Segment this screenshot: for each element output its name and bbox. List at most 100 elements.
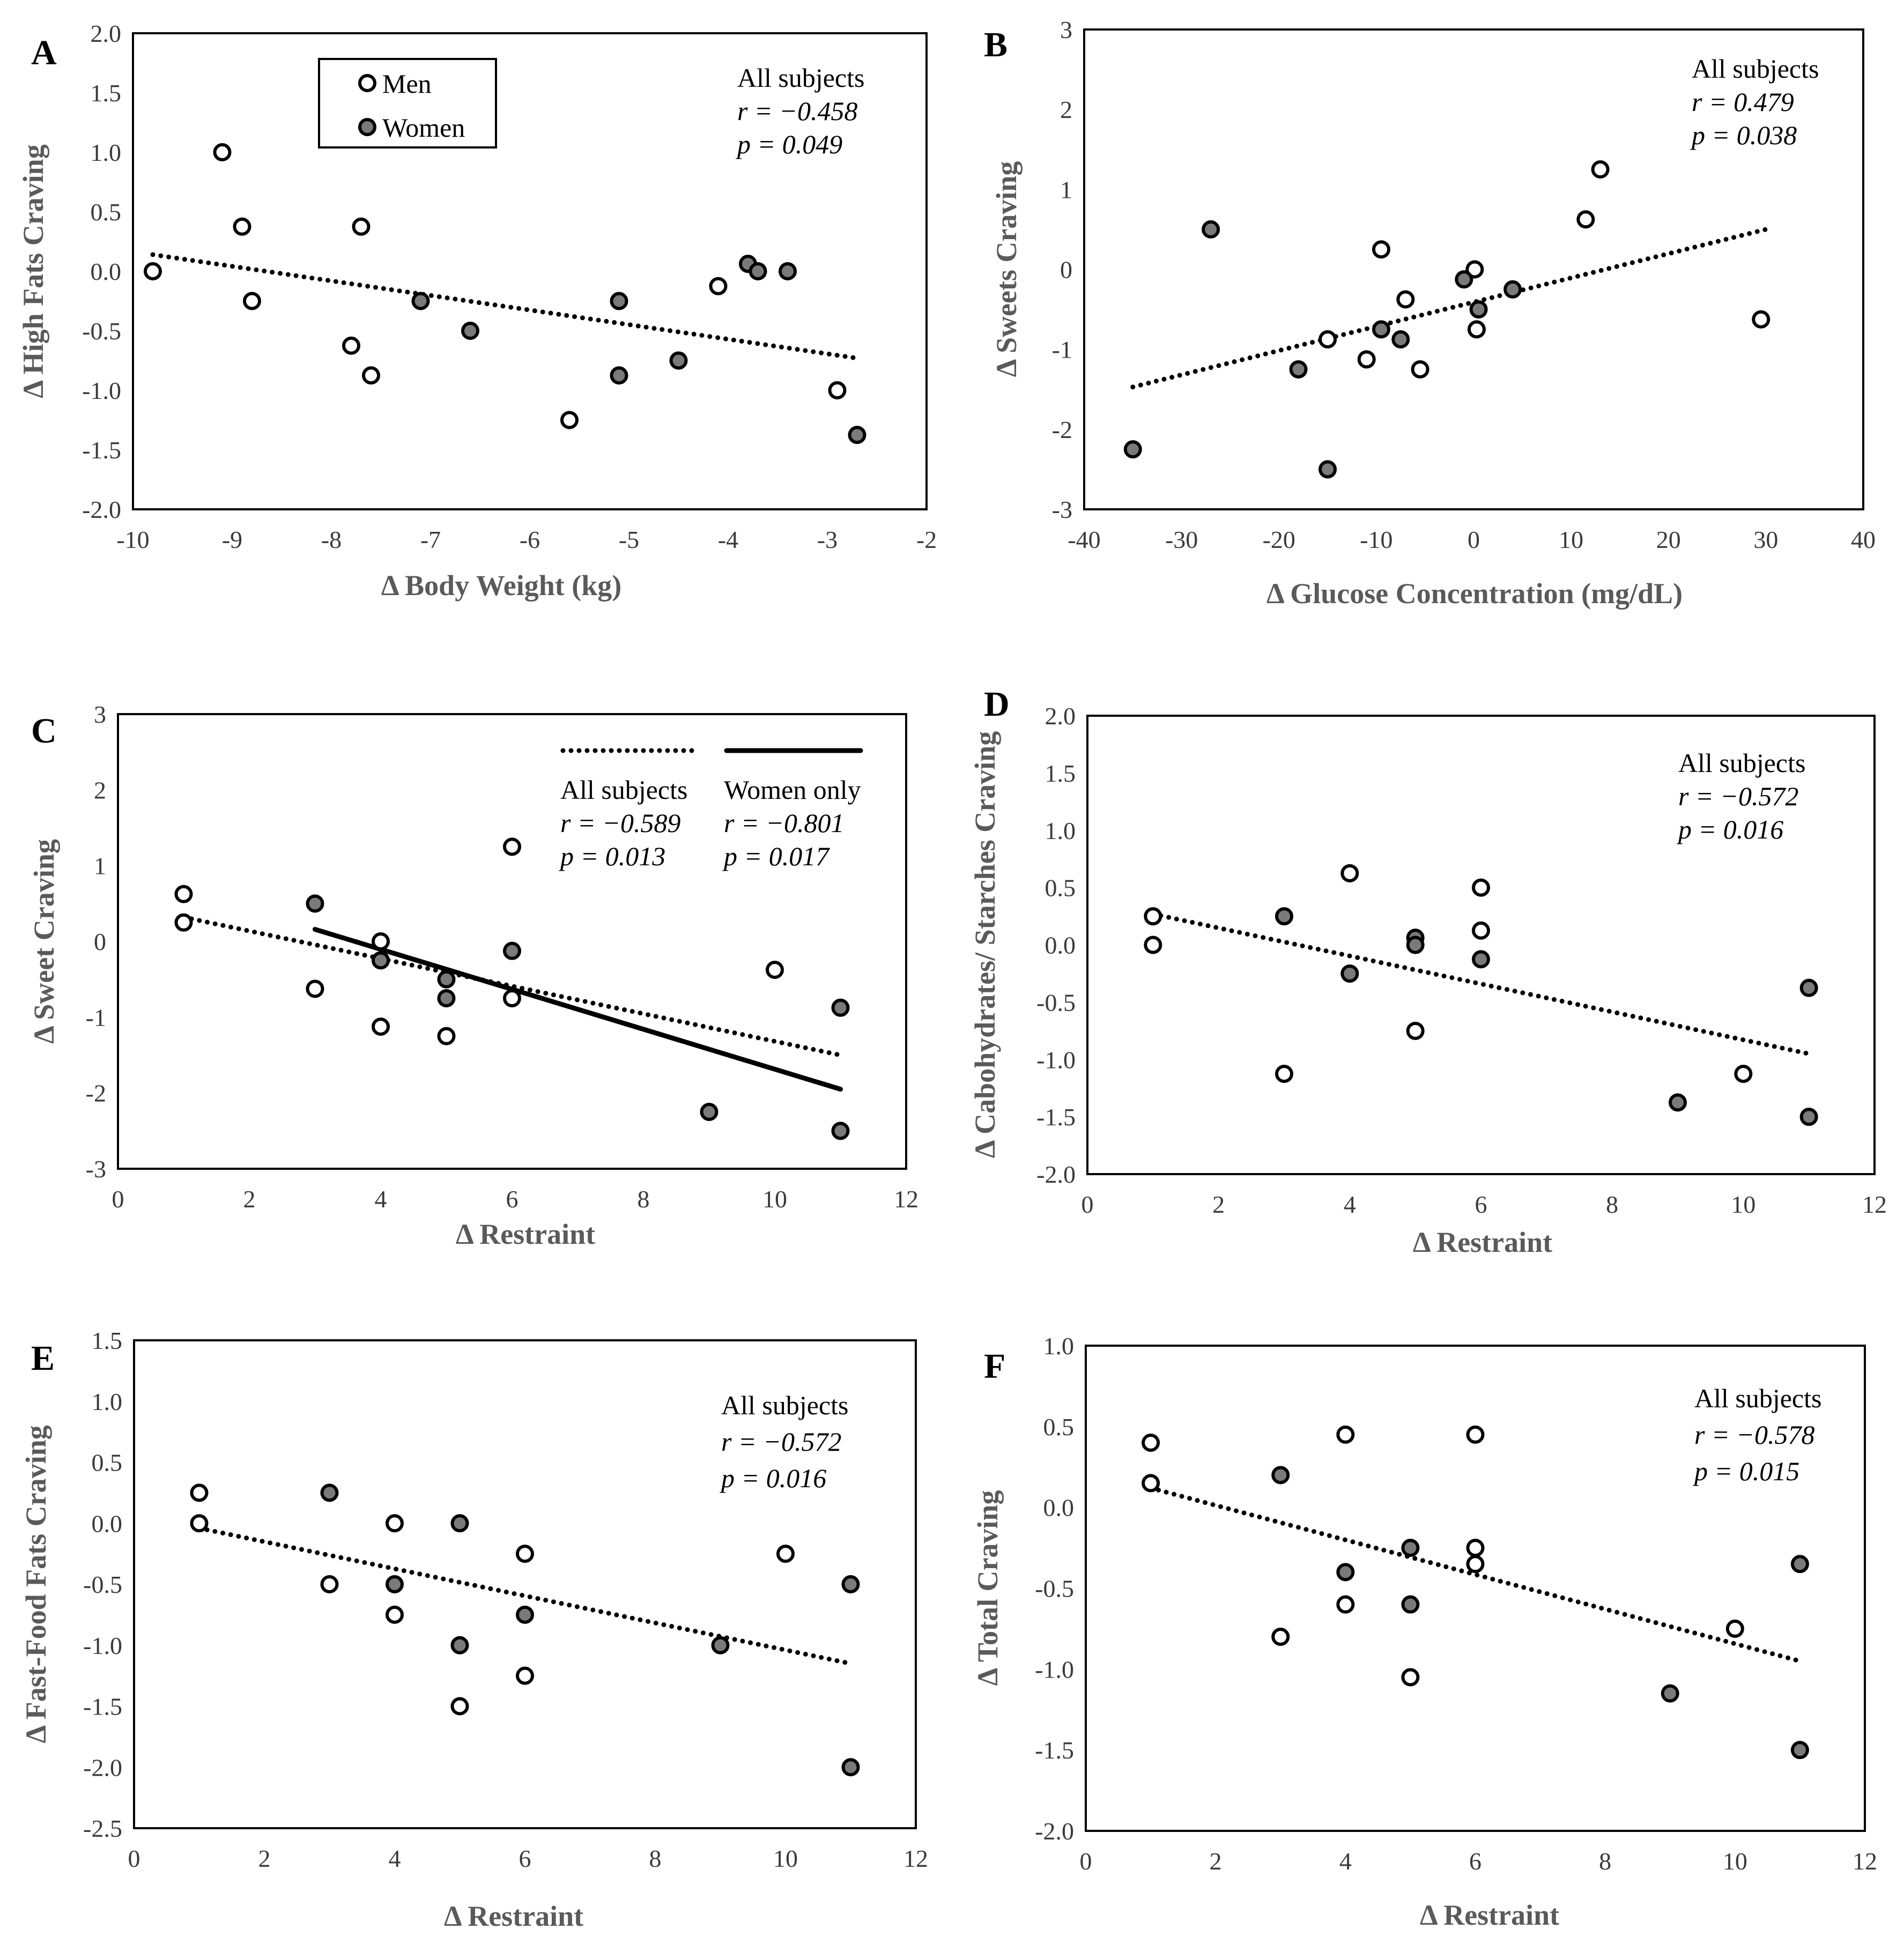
panel-letter: E (31, 1339, 55, 1378)
y-tick-label: 1.0 (1045, 817, 1076, 844)
stat-annotation: r = −0.578 (1694, 1420, 1814, 1450)
stat-annotation: p = 0.013 (559, 841, 665, 871)
data-point-men (1752, 310, 1770, 329)
data-point-men (213, 143, 232, 161)
y-tick-label: 1.5 (91, 79, 122, 107)
panel-letter: D (984, 685, 1010, 724)
x-tick-label: -6 (520, 526, 540, 553)
data-point-men (1396, 290, 1415, 309)
panel-a: A 2.0 1.5 1.0 0.5 0.0 -0.5 -1.0 -1.5 -2.0 -10 -9 -8 -… (17, 20, 937, 602)
y-tick-label: -2.5 (83, 1815, 122, 1842)
data-point-women (1503, 280, 1522, 299)
data-point-men (1734, 1064, 1753, 1083)
x-axis-label: Δ Restraint (1420, 1899, 1559, 1931)
y-axis-label: Δ Cabohydrates/ Starches Craving (969, 731, 1001, 1158)
x-tick-label: 20 (1656, 526, 1681, 553)
line-legend: All subjects Women only (560, 748, 863, 805)
data-point-women (1790, 1741, 1809, 1760)
y-tick-label: 3 (94, 701, 106, 728)
x-tick-label: 0 (1468, 526, 1480, 553)
x-tick-label: -10 (116, 526, 149, 553)
data-point-men (1318, 330, 1337, 349)
y-tick-label: -2.0 (1035, 1817, 1074, 1845)
data-point-women (610, 292, 628, 310)
x-tick-label: 0 (128, 1845, 140, 1872)
stat-annotation: r = −0.572 (1678, 781, 1798, 811)
data-point-women (841, 1758, 860, 1777)
stat-annotation: All subjects (721, 1390, 848, 1420)
data-point-men (372, 932, 390, 951)
plot-area-frame (132, 32, 928, 510)
data-point-men (1466, 1425, 1485, 1444)
data-point-women (450, 1636, 469, 1654)
y-tick-label: -1 (86, 1004, 106, 1031)
x-tick-label: 10 (1559, 526, 1583, 553)
stat-annotation: p = 0.016 (1677, 814, 1783, 844)
x-tick-label: 8 (1606, 1191, 1618, 1218)
data-point-women (1318, 460, 1337, 479)
data-point-women (516, 1605, 534, 1624)
y-tick-label: -0.5 (1036, 989, 1076, 1016)
y-tick-label: 0.0 (91, 258, 122, 285)
y-tick-label: -3 (86, 1155, 106, 1183)
x-tick-label: 0 (1080, 1847, 1092, 1875)
plot-area-frame (1083, 28, 1864, 510)
y-tick-label: -2.0 (1036, 1161, 1076, 1188)
x-tick-label: 4 (1344, 1191, 1356, 1218)
y-tick-label: 1.0 (1043, 1332, 1075, 1360)
data-point-men (243, 292, 261, 310)
x-tick-label: 2 (258, 1845, 271, 1872)
y-tick-label: -2 (1052, 416, 1072, 443)
x-tick-label: -10 (1360, 526, 1392, 553)
data-point-men (1472, 878, 1490, 897)
data-point-men (1406, 1021, 1425, 1040)
data-point-women (450, 1514, 469, 1533)
x-tick-label: 10 (773, 1845, 798, 1872)
y-tick-label: -1.5 (1036, 1103, 1076, 1131)
stat-annotation: p = 0.038 (1690, 120, 1797, 150)
data-point-men (450, 1697, 469, 1716)
legend-marker-women (358, 118, 376, 136)
plot-area-frame (1086, 715, 1876, 1175)
data-point-men (709, 277, 728, 295)
data-point-men (174, 885, 193, 903)
data-point-women (610, 366, 628, 385)
data-point-women (1202, 220, 1220, 239)
data-point-women (411, 292, 430, 310)
data-point-women (461, 322, 479, 340)
data-point-men (1411, 360, 1429, 379)
x-tick-label: 12 (1853, 1847, 1877, 1875)
stat-annotation: p = 0.017 (722, 841, 830, 871)
data-point-women (1372, 320, 1390, 339)
data-point-men (437, 1027, 456, 1045)
y-tick-label: 1.0 (92, 1388, 123, 1415)
x-tick-label: 10 (1723, 1847, 1747, 1875)
trendline-women-only (313, 926, 843, 1092)
x-axis-label: Δ Restraint (1413, 1226, 1552, 1258)
y-tick-label: 1.5 (1045, 760, 1076, 787)
y-tick-label: 0.0 (1043, 1494, 1075, 1522)
x-tick-label: 2 (243, 1185, 256, 1213)
y-tick-label: 0.5 (1043, 1413, 1075, 1441)
data-point-women (841, 1575, 860, 1593)
data-point-women (831, 998, 850, 1017)
x-tick-label: -20 (1263, 526, 1295, 553)
data-point-men (560, 411, 579, 429)
y-tick-label: 0.5 (92, 1449, 123, 1476)
x-tick-label: 10 (762, 1185, 787, 1213)
y-tick-label: 2.0 (1045, 702, 1076, 730)
panel-letter: A (31, 33, 57, 72)
y-tick-label: -1.0 (1036, 1046, 1076, 1073)
data-point-women (1401, 1595, 1420, 1614)
data-point-men (1466, 1555, 1485, 1574)
data-point-women (1391, 330, 1410, 349)
y-tick-label: -0.5 (83, 1571, 122, 1598)
data-point-men (1142, 1474, 1160, 1493)
data-point-men (1336, 1595, 1355, 1614)
x-tick-label: 6 (519, 1845, 531, 1872)
x-tick-label: 8 (638, 1185, 650, 1213)
data-point-men (386, 1514, 404, 1533)
data-point-men (1576, 210, 1595, 229)
x-tick-label: 2 (1210, 1847, 1222, 1875)
